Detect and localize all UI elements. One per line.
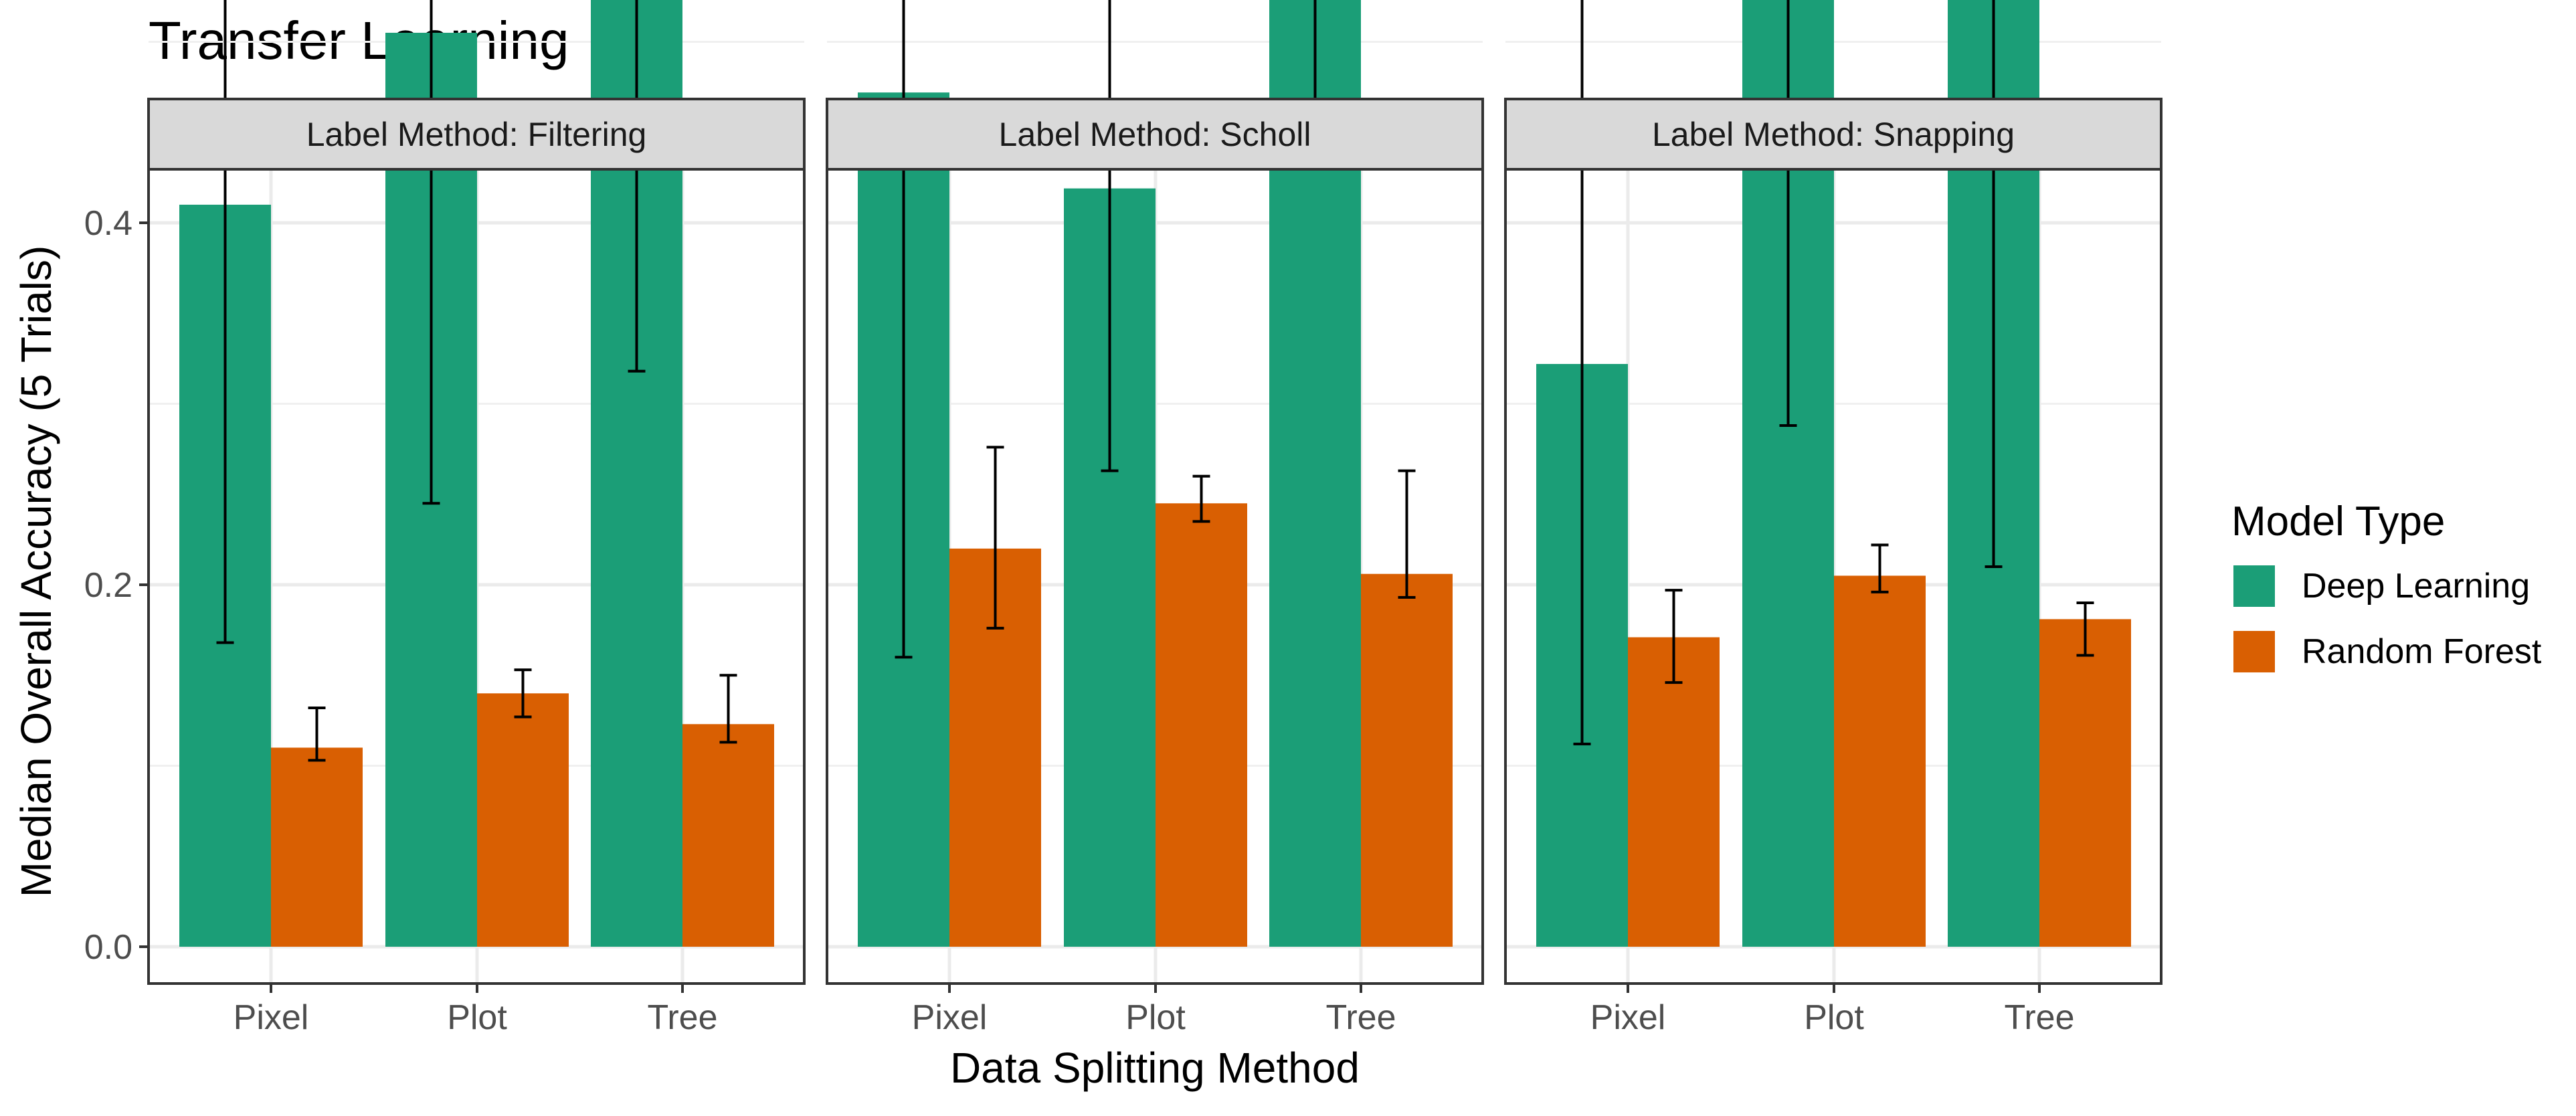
error-bar: [1398, 469, 1416, 599]
error-bar: [986, 446, 1004, 630]
x-tick-label: Tree: [2005, 998, 2075, 1037]
x-tick-label: Plot: [1804, 998, 1864, 1037]
bar-random-forest-tree: [682, 724, 774, 947]
y-tick-label: 0.4: [84, 204, 132, 243]
x-tick-label: Pixel: [234, 998, 309, 1037]
legend-label: Deep Learning: [2302, 567, 2530, 606]
legend-title: Model Type: [2231, 498, 2445, 545]
error-bar: [308, 706, 326, 762]
y-axis-label: Median Overall Accuracy (5 Trials): [12, 246, 60, 898]
error-bar: [2076, 601, 2094, 657]
facet-strip-label: Label Method: Scholl: [999, 116, 1311, 153]
bar-random-forest-plot: [477, 693, 569, 947]
chart-title: Transfer Learning: [149, 11, 569, 70]
bar-random-forest-pixel: [1628, 637, 1720, 947]
facet-strip: [147, 98, 806, 171]
error-bar: [1101, 0, 1119, 472]
bar-random-forest-plot: [1834, 575, 1926, 947]
x-tick-label: Pixel: [912, 998, 988, 1037]
x-tick-label: Plot: [1125, 998, 1186, 1037]
error-bar: [1665, 589, 1683, 684]
bar-random-forest-tree: [1361, 573, 1453, 947]
facet-strip-label: Label Method: Filtering: [306, 116, 647, 153]
facet-strip: [1504, 98, 2163, 171]
bar-random-forest-pixel: [271, 747, 363, 947]
y-tick-label: 0.0: [84, 928, 132, 967]
error-bar: [1985, 0, 2003, 568]
x-tick-label: Pixel: [1590, 998, 1666, 1037]
error-bar: [1573, 0, 1591, 746]
error-bar: [719, 674, 737, 744]
facet-panel-2: Label Method: Scholl Pixel Plot Tree: [826, 0, 1484, 1037]
error-bar: [514, 668, 532, 719]
legend-swatch-random-forest: [2233, 631, 2275, 672]
y-tick-label: 0.2: [84, 566, 132, 605]
x-tick-label: Plot: [447, 998, 507, 1037]
error-bar: [1192, 474, 1210, 523]
x-tick-label: Tree: [1326, 998, 1396, 1037]
bar-random-forest-tree: [2039, 619, 2131, 947]
error-bar: [895, 0, 913, 659]
legend-swatch-deep-learning: [2233, 565, 2275, 607]
error-bar: [628, 0, 646, 373]
x-tick-label: Tree: [648, 998, 718, 1037]
error-bar: [1779, 0, 1797, 427]
facet-strip: [826, 98, 1484, 171]
error-bar: [422, 0, 440, 505]
facet-strip-label: Label Method: Snapping: [1652, 116, 2015, 153]
facet-panel-3: Label Method: Snapping Pixel Plot Tree: [1504, 0, 2163, 1037]
error-bar: [216, 0, 234, 644]
bar-random-forest-plot: [1156, 503, 1247, 947]
legend-label: Random Forest: [2302, 632, 2542, 671]
x-axis-label: Data Splitting Method: [950, 1044, 1360, 1092]
error-bar: [1871, 543, 1889, 593]
legend: Model Type Deep Learning Random Forest: [2231, 498, 2542, 672]
facet-panel-1: Label Method: Filtering Pixel Plot Tree: [147, 0, 806, 1037]
y-axis: 0.00.20.40.60.8: [84, 204, 149, 967]
